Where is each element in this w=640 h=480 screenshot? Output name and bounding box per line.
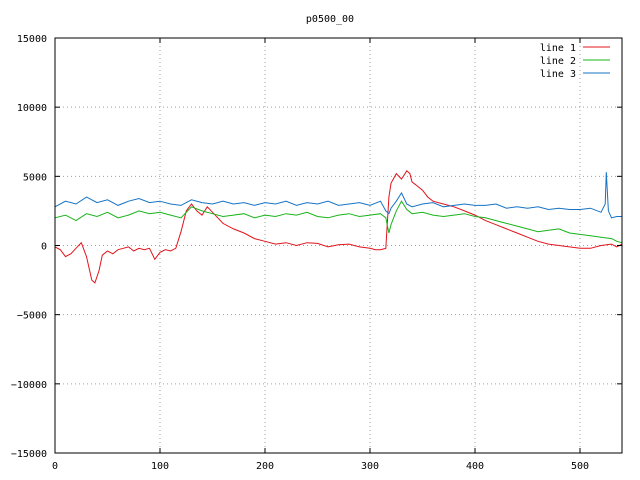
- series-lines: [54, 170, 623, 284]
- x-tick-label: 300: [361, 461, 379, 472]
- legend-label: line 1: [540, 43, 576, 54]
- x-tick-label: 0: [52, 461, 58, 472]
- y-tick-label: 5000: [23, 172, 47, 183]
- legend-label: line 2: [540, 56, 576, 67]
- x-tick-label: 200: [256, 461, 274, 472]
- legend: line 1 line 2 line 3: [540, 43, 610, 80]
- y-tick-label: −5000: [17, 311, 47, 322]
- x-tick-label: 100: [151, 461, 169, 472]
- y-tick-label: 0: [41, 242, 47, 253]
- x-tick-label: 400: [466, 461, 484, 472]
- y-tick-label: 10000: [17, 103, 47, 114]
- series-line-1: [54, 170, 623, 284]
- y-tick-label: −10000: [11, 380, 47, 391]
- y-tick-label: 15000: [17, 34, 47, 45]
- y-tick-label: −15000: [11, 449, 47, 460]
- series-line-3: [54, 172, 622, 219]
- grid: [55, 38, 622, 453]
- series-line-2: [54, 200, 623, 244]
- axis-ticks: 0 100 200 300 400 500 −15000 −10000 −5000 0 5000 10…: [11, 34, 622, 472]
- chart-title: p0500_00: [306, 14, 354, 25]
- x-tick-label: 500: [571, 461, 589, 472]
- legend-label: line 3: [540, 69, 576, 80]
